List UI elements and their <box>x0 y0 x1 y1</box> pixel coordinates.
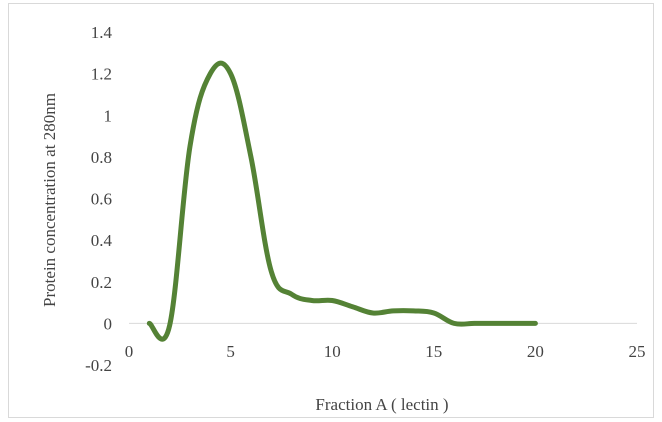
x-tick-label: 5 <box>226 342 235 361</box>
y-tick-label: 0.2 <box>91 273 112 292</box>
y-axis-title: Protein concentration at 280nm <box>40 93 59 307</box>
y-tick-label: 0.4 <box>91 231 113 250</box>
x-axis-title: Fraction A ( lectin ) <box>315 395 448 414</box>
x-tick-label: 0 <box>125 342 134 361</box>
y-tick-label: -0.2 <box>85 356 112 375</box>
x-tick-label: 15 <box>425 342 442 361</box>
y-tick-label: 1 <box>104 106 113 125</box>
y-tick-label: 0 <box>104 314 113 333</box>
series-line <box>146 60 538 342</box>
y-tick-label: 0.6 <box>91 190 112 209</box>
y-axis-tick-labels: -0.2 0 0.2 0.4 0.6 0.8 1 1.2 1.4 <box>85 23 112 375</box>
x-axis-tick-labels: 0 5 10 15 20 25 <box>125 342 646 361</box>
chart-frame <box>8 3 654 418</box>
x-tick-label: 25 <box>629 342 646 361</box>
y-tick-label: 0.8 <box>91 148 112 167</box>
y-tick-label: 1.2 <box>91 65 112 84</box>
x-tick-label: 20 <box>527 342 544 361</box>
y-tick-label: 1.4 <box>91 23 113 42</box>
series-group <box>146 60 538 342</box>
x-tick-label: 10 <box>324 342 341 361</box>
